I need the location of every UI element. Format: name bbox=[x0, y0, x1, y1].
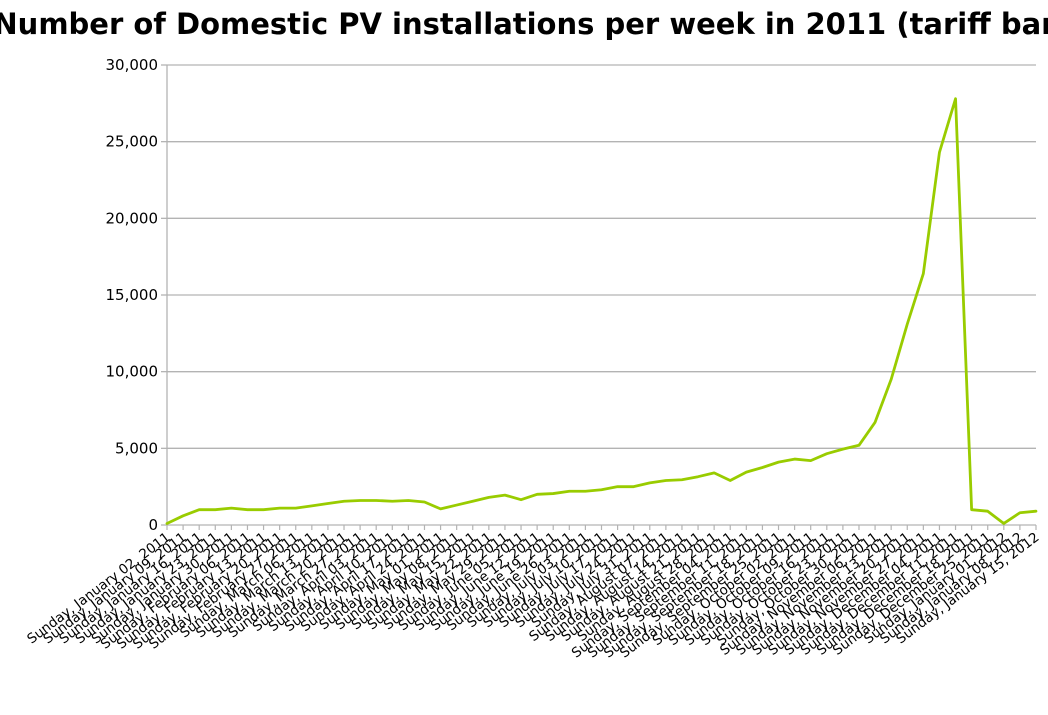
series-layer bbox=[165, 97, 1038, 525]
y-tick-label: 10,000 bbox=[106, 363, 159, 381]
y-tick-label: 25,000 bbox=[106, 133, 159, 151]
axes bbox=[166, 65, 1036, 526]
chart-title: Number of Domestic PV installations per … bbox=[0, 7, 1048, 41]
y-tick-label: 20,000 bbox=[106, 209, 159, 227]
gridlines bbox=[161, 64, 1037, 530]
y-tick-label: 30,000 bbox=[106, 56, 159, 74]
y-tick-label: 5,000 bbox=[115, 439, 158, 457]
series-line bbox=[165, 97, 1038, 525]
y-tick-labels: 0 5,000 10,000 15,000 20,000 25,000 30,000 bbox=[106, 56, 159, 534]
y-tick-label: 15,000 bbox=[106, 286, 159, 304]
y-tick-label: 0 bbox=[148, 516, 158, 534]
